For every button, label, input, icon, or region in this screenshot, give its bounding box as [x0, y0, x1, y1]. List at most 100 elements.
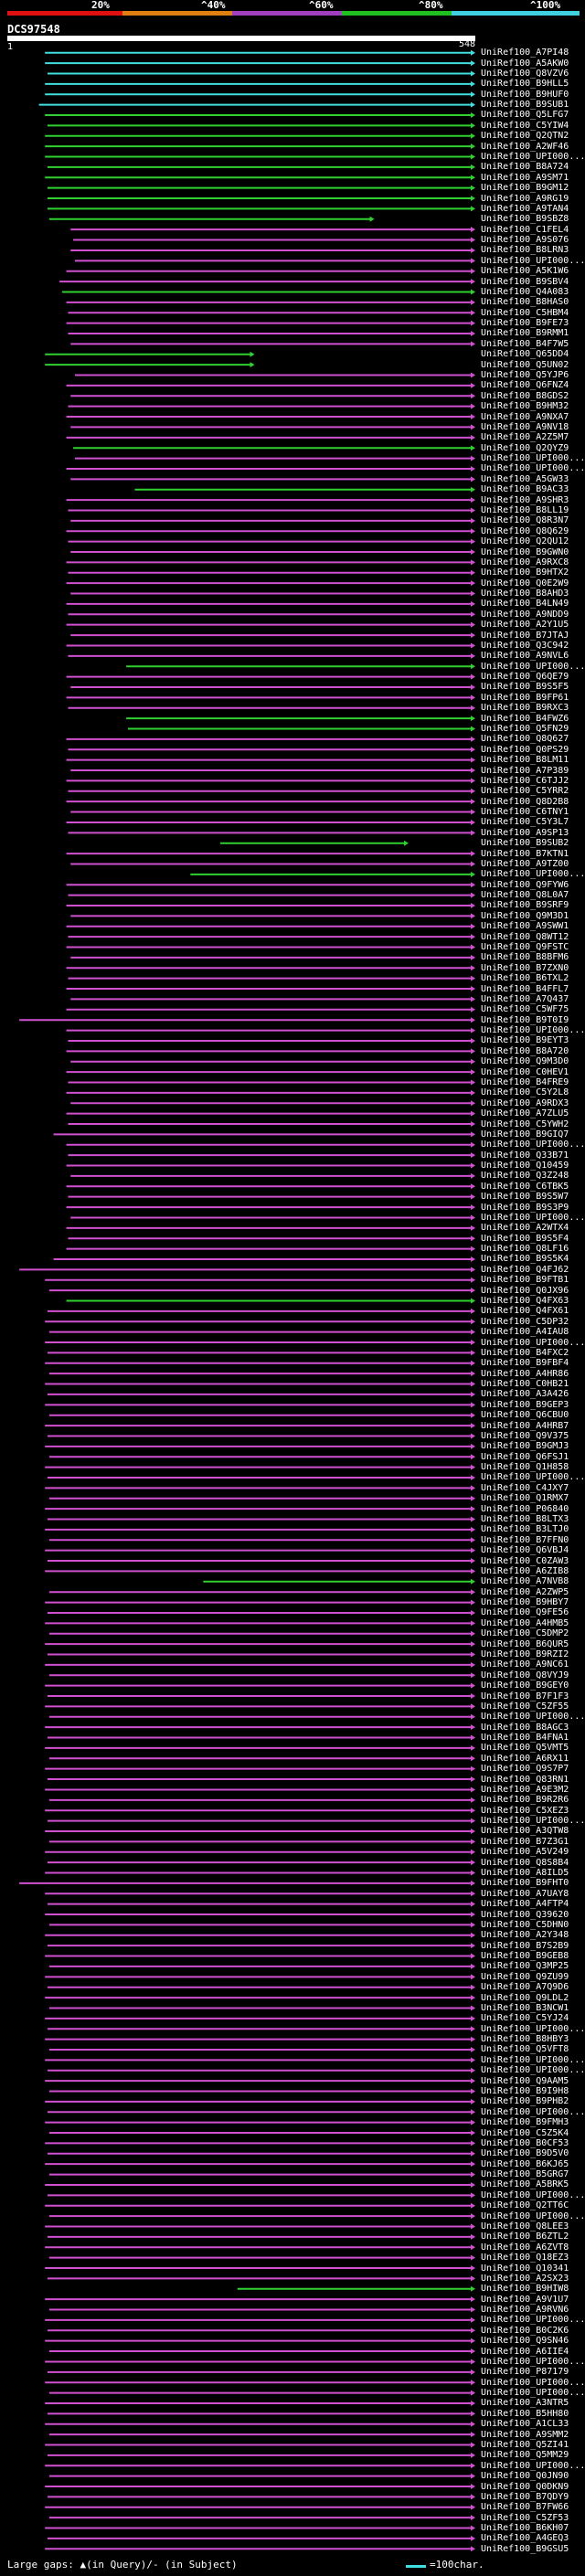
hit-label[interactable]: UniRef100_B8AHD3 [481, 588, 569, 599]
hit-label[interactable]: UniRef100_Q0JN90 [481, 2471, 569, 2482]
hit-label[interactable]: UniRef100_B9SUB1 [481, 100, 569, 111]
hit-label[interactable]: UniRef100_B9FMH3 [481, 2117, 569, 2128]
hit-label[interactable]: UniRef100_B9HTX2 [481, 567, 569, 578]
hit-label[interactable]: UniRef100_B8BFM6 [481, 952, 569, 963]
hit-label[interactable]: UniRef100_A6IIE4 [481, 2346, 569, 2357]
hit-label[interactable]: UniRef100_A2Z5M7 [481, 432, 569, 443]
hit-label[interactable]: UniRef100_A7Q9D6 [481, 1982, 569, 1993]
hit-label[interactable]: UniRef100_A4IAU8 [481, 1327, 569, 1338]
hit-label[interactable]: UniRef100_Q5YJP6 [481, 370, 569, 381]
hit-label[interactable]: UniRef100_A3QTW8 [481, 1826, 569, 1837]
hit-label[interactable]: UniRef100_A2Y1U5 [481, 620, 569, 631]
hit-label[interactable]: UniRef100_Q9FSTC [481, 942, 569, 953]
hit-label[interactable]: UniRef100_B8A724 [481, 162, 569, 173]
hit-label[interactable]: UniRef100_C5Y3L7 [481, 817, 569, 828]
hit-label[interactable]: UniRef100_A9NVL6 [481, 651, 569, 662]
hit-label[interactable]: UniRef100_UPI000... [481, 1712, 585, 1723]
hit-label[interactable]: UniRef100_Q6VBJ4 [481, 1545, 569, 1556]
hit-label[interactable]: UniRef100_UPI000... [481, 1472, 585, 1483]
hit-label[interactable]: UniRef100_B9HLL5 [481, 79, 569, 90]
hit-label[interactable]: UniRef100_A9NV18 [481, 421, 569, 432]
hit-label[interactable]: UniRef100_B4FRE9 [481, 1076, 569, 1087]
hit-label[interactable]: UniRef100_Q2QTN2 [481, 131, 569, 142]
hit-label[interactable]: UniRef100_A5GW33 [481, 473, 569, 484]
hit-label[interactable]: UniRef100_B9GEY0 [481, 1680, 569, 1691]
hit-label[interactable]: UniRef100_B9GM12 [481, 183, 569, 194]
hit-label[interactable]: UniRef100_A4GEQ3 [481, 2533, 569, 2544]
hit-label[interactable]: UniRef100_A2ZWP5 [481, 1586, 569, 1597]
hit-label[interactable]: UniRef100_UPI000... [481, 2023, 585, 2034]
hit-label[interactable]: UniRef100_A7PI48 [481, 48, 569, 58]
hit-label[interactable]: UniRef100_Q4FX63 [481, 1296, 569, 1306]
hit-label[interactable]: UniRef100_A6ZVT8 [481, 2242, 569, 2253]
hit-label[interactable]: UniRef100_Q9V375 [481, 1430, 569, 1441]
hit-label[interactable]: UniRef100_B8LM11 [481, 755, 569, 766]
hit-label[interactable]: UniRef100_B8HAS0 [481, 297, 569, 308]
hit-label[interactable]: UniRef100_B8LRN3 [481, 245, 569, 256]
hit-label[interactable]: UniRef100_B8GDS2 [481, 390, 569, 401]
hit-label[interactable]: UniRef100_A9NC61 [481, 1659, 569, 1670]
hit-label[interactable]: UniRef100_Q33B71 [481, 1150, 569, 1161]
hit-label[interactable]: UniRef100_B7ZXN0 [481, 962, 569, 973]
hit-label[interactable]: UniRef100_B9GEB8 [481, 1951, 569, 1962]
hit-label[interactable]: UniRef100_B9FHT0 [481, 1878, 569, 1889]
hit-label[interactable]: UniRef100_P06840 [481, 1503, 569, 1514]
hit-label[interactable]: UniRef100_A4HR86 [481, 1368, 569, 1379]
hit-label[interactable]: UniRef100_B8LTX3 [481, 1514, 569, 1525]
hit-label[interactable]: UniRef100_UPI000... [481, 2315, 585, 2326]
hit-label[interactable]: UniRef100_UPI000... [481, 869, 585, 880]
hit-label[interactable]: UniRef100_Q65DD4 [481, 349, 569, 360]
hit-label[interactable]: UniRef100_Q3C942 [481, 640, 569, 651]
hit-label[interactable]: UniRef100_A9RG19 [481, 193, 569, 204]
hit-label[interactable]: UniRef100_Q8WT12 [481, 931, 569, 942]
hit-label[interactable]: UniRef100_P87179 [481, 2367, 569, 2378]
hit-label[interactable]: UniRef100_A3NTR5 [481, 2398, 569, 2409]
hit-label[interactable]: UniRef100_B9PHB2 [481, 2096, 569, 2107]
hit-label[interactable]: UniRef100_A9TZ00 [481, 858, 569, 869]
hit-label[interactable]: UniRef100_Q9AAM5 [481, 2075, 569, 2086]
hit-label[interactable]: UniRef100_B9FP61 [481, 692, 569, 703]
hit-label[interactable]: UniRef100_A2WF46 [481, 141, 569, 152]
hit-label[interactable]: UniRef100_C5ZF53 [481, 2512, 569, 2523]
hit-label[interactable]: UniRef100_Q1H858 [481, 1462, 569, 1473]
hit-label[interactable]: UniRef100_B4LN49 [481, 599, 569, 610]
hit-label[interactable]: UniRef100_B7S2B9 [481, 1940, 569, 1951]
hit-label[interactable]: UniRef100_Q8LF16 [481, 1244, 569, 1255]
hit-label[interactable]: UniRef100_Q9ZU99 [481, 1971, 569, 1982]
hit-label[interactable]: UniRef100_A5AKW0 [481, 58, 569, 69]
hit-label[interactable]: UniRef100_A9RXC8 [481, 557, 569, 567]
hit-label[interactable]: UniRef100_Q8L0A7 [481, 890, 569, 901]
hit-label[interactable]: UniRef100_A4HMB5 [481, 1617, 569, 1628]
hit-label[interactable]: UniRef100_UPI000... [481, 2356, 585, 2367]
hit-label[interactable]: UniRef100_A2Y348 [481, 1930, 569, 1941]
hit-label[interactable]: UniRef100_Q8LEE3 [481, 2221, 569, 2231]
hit-label[interactable]: UniRef100_Q6CBU0 [481, 1410, 569, 1421]
hit-label[interactable]: UniRef100_B5HH80 [481, 2408, 569, 2419]
hit-label[interactable]: UniRef100_B0C2K6 [481, 2325, 569, 2336]
hit-label[interactable]: UniRef100_UPI000... [481, 2377, 585, 2388]
hit-label[interactable]: UniRef100_B9R2R6 [481, 1795, 569, 1806]
hit-label[interactable]: UniRef100_A9SM71 [481, 172, 569, 183]
hit-label[interactable]: UniRef100_B8HBY3 [481, 2034, 569, 2045]
hit-label[interactable]: UniRef100_B6KJ65 [481, 2158, 569, 2169]
hit-label[interactable]: UniRef100_Q8S8B4 [481, 1857, 569, 1868]
hit-label[interactable]: UniRef100_Q0E2W9 [481, 578, 569, 588]
hit-label[interactable]: UniRef100_B7KTN1 [481, 848, 569, 859]
hit-label[interactable]: UniRef100_A6RX11 [481, 1753, 569, 1764]
hit-label[interactable]: UniRef100_C6TBK5 [481, 1181, 569, 1192]
hit-label[interactable]: UniRef100_B7FFN0 [481, 1534, 569, 1545]
hit-label[interactable]: UniRef100_B4FNA1 [481, 1733, 569, 1744]
hit-label[interactable]: UniRef100_A7NVB8 [481, 1576, 569, 1587]
hit-label[interactable]: UniRef100_Q8Q629 [481, 525, 569, 536]
hit-label[interactable]: UniRef100_B9HIW8 [481, 2284, 569, 2295]
hit-label[interactable]: UniRef100_C5YWH2 [481, 1118, 569, 1129]
hit-label[interactable]: UniRef100_A7P389 [481, 765, 569, 776]
hit-label[interactable]: UniRef100_C5DHN0 [481, 1919, 569, 1930]
hit-label[interactable]: UniRef100_C6TJJ2 [481, 775, 569, 786]
hit-label[interactable]: UniRef100_UPI000... [481, 2106, 585, 2117]
hit-label[interactable]: UniRef100_B7F1F3 [481, 1691, 569, 1701]
hit-label[interactable]: UniRef100_B9S5F5 [481, 682, 569, 693]
hit-label[interactable]: UniRef100_Q9SN46 [481, 2336, 569, 2347]
hit-label[interactable]: UniRef100_B9D5V0 [481, 2148, 569, 2159]
hit-label[interactable]: UniRef100_C0HB21 [481, 1379, 569, 1390]
